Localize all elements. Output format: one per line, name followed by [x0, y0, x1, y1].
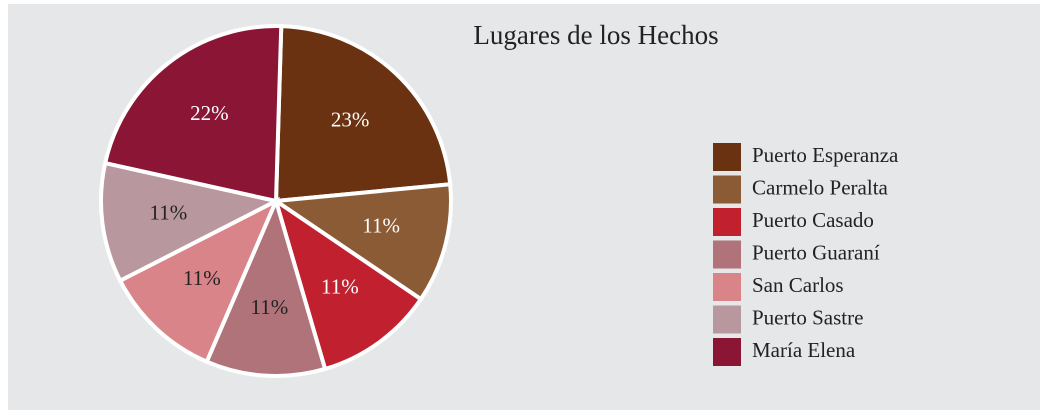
data-label: 11% [362, 214, 400, 238]
legend-label: Puerto Sastre [752, 305, 863, 329]
legend-label: San Carlos [752, 273, 844, 297]
legend-swatch [713, 240, 741, 269]
legend-swatch [713, 208, 741, 236]
legend-swatch [713, 305, 741, 334]
data-label: 11% [150, 201, 188, 225]
chart-title: Lugares de los Hechos [473, 20, 718, 50]
legend-swatch [713, 273, 741, 301]
data-label: 23% [331, 108, 370, 132]
legend-label: María Elena [752, 338, 856, 362]
pie-slice [102, 24, 284, 204]
pie-slice [273, 24, 453, 204]
pie-slice [117, 196, 281, 365]
legend-label: Puerto Casado [752, 208, 874, 232]
data-label: 11% [250, 295, 288, 319]
legend-label: Puerto Guaraní [752, 240, 880, 264]
legend-label: Carmelo Peralta [752, 175, 889, 199]
legend-swatch [713, 338, 741, 366]
pie-slice [270, 182, 453, 302]
legend-label: Puerto Esperanza [752, 143, 899, 167]
pie-slice [272, 196, 424, 372]
legend-swatch [713, 143, 741, 171]
legend-swatch [713, 175, 741, 204]
pie-slice [204, 195, 328, 378]
data-label: 22% [190, 101, 229, 125]
data-label: 11% [321, 275, 359, 299]
data-label: 11% [183, 266, 221, 290]
